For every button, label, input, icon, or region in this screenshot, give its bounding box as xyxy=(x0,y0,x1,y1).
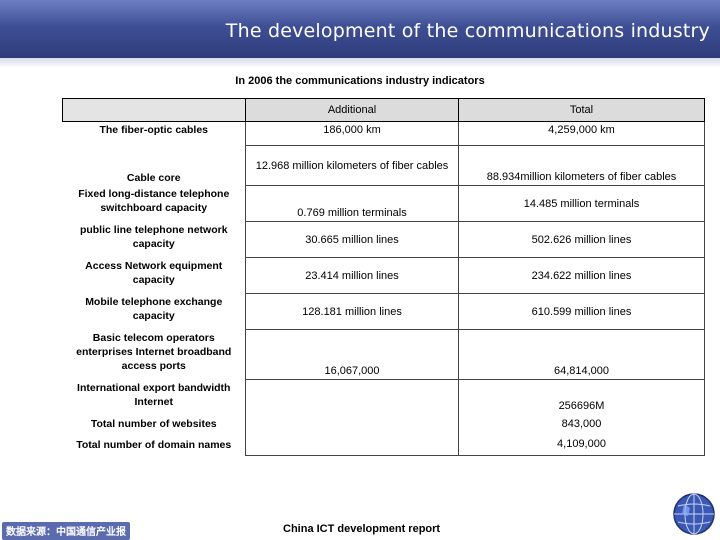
row-label: Cable core xyxy=(126,171,181,184)
row-total: 4,109,000 xyxy=(458,433,705,456)
row-additional xyxy=(245,433,459,456)
page-title: The development of the communications in… xyxy=(225,20,710,42)
row-total: 502.626 million lines xyxy=(458,221,705,258)
globe-icon xyxy=(673,493,715,535)
header-blank xyxy=(62,98,246,122)
row-label: public line telephone network capacity xyxy=(79,223,228,250)
row-label: Mobile telephone exchange capacity xyxy=(85,295,223,322)
header-additional: Additional xyxy=(245,98,459,122)
table-header-row: Additional Total xyxy=(62,98,705,122)
row-additional: 23.414 million lines xyxy=(245,257,459,294)
row-label: Access Network equipment capacity xyxy=(85,259,223,286)
row-additional xyxy=(245,379,459,414)
table-row: public line telephone network capacity 3… xyxy=(63,221,705,258)
row-additional: 16,067,000 xyxy=(245,329,459,380)
row-total: 256696M xyxy=(458,379,705,414)
row-total: 843,000 xyxy=(458,413,705,434)
source-note: 数据来源：中国通信产业报 xyxy=(2,522,130,540)
row-additional: 30.665 million lines xyxy=(245,221,459,258)
table-row: Fixed long-distance telephone switchboar… xyxy=(63,185,705,222)
row-total: 88.934million kilometers of fiber cables xyxy=(458,145,705,186)
row-additional: 0.769 million terminals xyxy=(245,185,459,222)
row-total: 4,259,000 km xyxy=(458,121,705,146)
row-label: International export bandwidth Internet xyxy=(77,381,231,408)
row-label: Total number of websites xyxy=(90,417,217,430)
table-row: The fiber-optic cables 186,000 km 4,259,… xyxy=(63,121,705,146)
row-additional: 12.968 million kilometers of fiber cable… xyxy=(245,145,459,186)
table-row: Basic telecom operators enterprises Inte… xyxy=(63,329,705,380)
header-total: Total xyxy=(458,98,705,122)
row-additional: 128.181 million lines xyxy=(245,293,459,330)
row-total: 234.622 million lines xyxy=(458,257,705,294)
row-label: Fixed long-distance telephone switchboar… xyxy=(78,187,230,214)
row-total: 610.599 million lines xyxy=(458,293,705,330)
table-row: Total number of websites 843,000 xyxy=(63,413,705,434)
banner-shadow xyxy=(0,58,720,68)
row-label: The fiber-optic cables xyxy=(99,124,209,136)
row-total: 14.485 million terminals xyxy=(458,185,705,222)
table-row: Cable core 12.968 million kilometers of … xyxy=(63,145,705,186)
row-total: 64,814,000 xyxy=(458,329,705,380)
table-row: Mobile telephone exchange capacity 128.1… xyxy=(63,293,705,330)
table-row: Total number of domain names 4,109,000 xyxy=(63,433,705,456)
row-label: Basic telecom operators enterprises Inte… xyxy=(76,331,232,372)
table-row: Access Network equipment capacity 23.414… xyxy=(63,257,705,294)
row-additional xyxy=(245,413,459,434)
report-title: China ICT development report xyxy=(283,523,441,535)
title-banner: The development of the communications in… xyxy=(0,0,720,58)
indicators-table: Additional Total The fiber-optic cables … xyxy=(62,98,705,456)
row-additional: 186,000 km xyxy=(245,121,459,146)
table-row: International export bandwidth Internet … xyxy=(63,379,705,414)
row-label: Total number of domain names xyxy=(76,438,232,451)
table-caption: In 2006 the communications industry indi… xyxy=(235,75,485,87)
